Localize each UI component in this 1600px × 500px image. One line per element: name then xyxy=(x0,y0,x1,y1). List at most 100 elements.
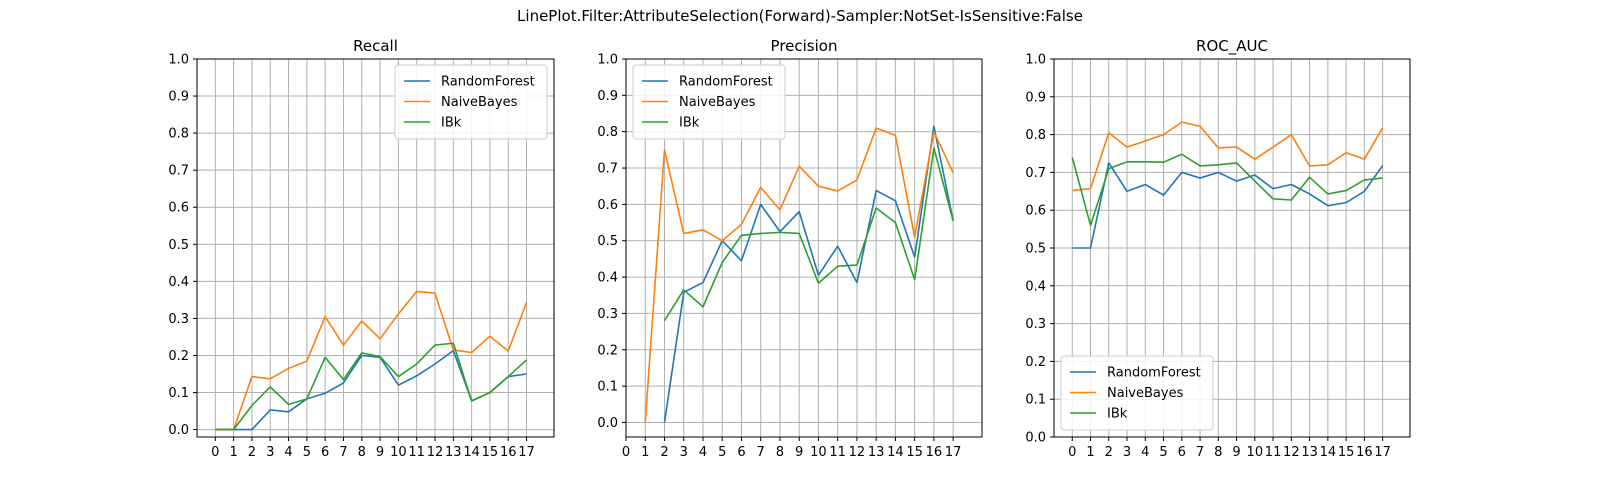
legend-label-naivebayes: NaiveBayes xyxy=(679,95,756,110)
x-tick-label: 13 xyxy=(1301,445,1318,460)
x-tick-label: 8 xyxy=(358,445,366,460)
x-tick-label: 3 xyxy=(680,445,688,460)
legend-box xyxy=(632,64,786,140)
y-tick-label: 0.1 xyxy=(168,386,189,401)
y-tick-label: 0.8 xyxy=(597,125,618,140)
x-tick-label: 7 xyxy=(339,445,347,460)
legend: RandomForest NaiveBayes IBk xyxy=(1060,355,1214,431)
x-tick-label: 3 xyxy=(266,445,274,460)
y-tick-label: 1.0 xyxy=(1025,53,1046,68)
y-tick-label: 0.7 xyxy=(168,164,189,179)
y-tick-label: 0.9 xyxy=(1025,90,1046,105)
legend-label-randomforest: RandomForest xyxy=(1107,366,1201,381)
x-tick-label: 17 xyxy=(518,445,535,460)
y-tick-label: 0.2 xyxy=(597,343,618,358)
x-tick-label: 0 xyxy=(622,445,630,460)
series-line-ibk xyxy=(1071,153,1383,227)
y-tick-label: 1.0 xyxy=(597,53,618,68)
series-line-ibk xyxy=(215,342,528,431)
x-tick-label: 7 xyxy=(1196,445,1204,460)
x-tick-label: 15 xyxy=(482,445,499,460)
x-tick-label: 16 xyxy=(1356,445,1373,460)
x-tick-label: 14 xyxy=(463,445,480,460)
x-tick-label: 8 xyxy=(1214,445,1222,460)
y-tick-label: 0.0 xyxy=(597,416,618,431)
legend-box xyxy=(394,64,548,140)
x-tick-label: 7 xyxy=(757,445,765,460)
y-tick-label: 0.5 xyxy=(168,238,189,253)
figure-suptitle: LinePlot.Filter:AttributeSelection(Forwa… xyxy=(517,7,1083,25)
y-tick-label: 0.0 xyxy=(1025,431,1046,446)
y-tick-label: 0.8 xyxy=(168,127,189,142)
y-tick-label: 0.7 xyxy=(597,162,618,177)
x-tick-label: 17 xyxy=(1374,445,1391,460)
y-tick-label: 0.1 xyxy=(1025,393,1046,408)
panel-title: ROC_AUC xyxy=(1196,37,1268,56)
x-tick-label: 14 xyxy=(887,445,904,460)
legend-label-ibk: IBk xyxy=(679,116,700,131)
y-tick-label: 0.5 xyxy=(597,234,618,249)
x-tick-label: 8 xyxy=(776,445,784,460)
x-tick-label: 1 xyxy=(229,445,237,460)
x-tick-label: 11 xyxy=(408,445,425,460)
y-tick-label: 0.8 xyxy=(1025,128,1046,143)
x-tick-label: 0 xyxy=(211,445,219,460)
x-tick-label: 12 xyxy=(849,445,866,460)
x-tick-label: 1 xyxy=(1086,445,1094,460)
x-tick-label: 16 xyxy=(500,445,517,460)
y-tick-label: 0.4 xyxy=(1025,279,1046,294)
x-tick-label: 5 xyxy=(1159,445,1167,460)
legend-box xyxy=(1060,355,1214,431)
x-tick-label: 15 xyxy=(1338,445,1355,460)
legend: RandomForest NaiveBayes IBk xyxy=(632,64,786,140)
y-tick-label: 0.9 xyxy=(597,89,618,104)
y-tick-label: 0.7 xyxy=(1025,166,1046,181)
y-tick-label: 0.6 xyxy=(597,198,618,213)
x-tick-label: 5 xyxy=(718,445,726,460)
x-tick-label: 9 xyxy=(376,445,384,460)
y-tick-label: 0.3 xyxy=(597,307,618,322)
series-line-ibk xyxy=(663,147,954,322)
x-tick-label: 5 xyxy=(303,445,311,460)
x-tick-label: 12 xyxy=(427,445,444,460)
legend: RandomForest NaiveBayes IBk xyxy=(394,64,548,140)
legend-label-ibk: IBk xyxy=(441,116,462,131)
x-tick-label: 2 xyxy=(660,445,668,460)
x-tick-label: 3 xyxy=(1123,445,1131,460)
y-tick-label: 0.1 xyxy=(597,380,618,395)
series-line-naivebayes xyxy=(215,290,528,431)
y-tick-label: 0.5 xyxy=(1025,242,1046,257)
x-tick-label: 13 xyxy=(445,445,462,460)
x-tick-label: 6 xyxy=(1178,445,1186,460)
legend-label-naivebayes: NaiveBayes xyxy=(441,95,518,110)
x-tick-label: 6 xyxy=(737,445,745,460)
series-line-randomforest xyxy=(215,349,527,431)
x-tick-label: 16 xyxy=(926,445,943,460)
y-tick-label: 0.4 xyxy=(168,275,189,290)
x-tick-label: 4 xyxy=(699,445,707,460)
panel-title: Recall xyxy=(353,37,398,55)
x-tick-label: 10 xyxy=(1247,445,1264,460)
x-tick-label: 14 xyxy=(1320,445,1337,460)
y-tick-label: 1.0 xyxy=(168,53,189,68)
legend-label-randomforest: RandomForest xyxy=(441,75,535,90)
y-tick-label: 0.4 xyxy=(597,271,618,286)
x-tick-label: 4 xyxy=(284,445,292,460)
x-tick-label: 2 xyxy=(1105,445,1113,460)
series-line-randomforest xyxy=(663,125,954,423)
series-line-naivebayes xyxy=(644,127,954,423)
x-tick-label: 0 xyxy=(1068,445,1076,460)
series-line-naivebayes xyxy=(1072,121,1384,192)
y-tick-label: 0.6 xyxy=(168,201,189,216)
y-tick-label: 0.0 xyxy=(168,423,189,438)
legend-label-randomforest: RandomForest xyxy=(679,75,773,90)
axes-frame xyxy=(196,58,555,438)
panel-title: Precision xyxy=(771,37,838,55)
y-tick-label: 0.6 xyxy=(1025,204,1046,219)
y-tick-label: 0.2 xyxy=(168,349,189,364)
x-tick-label: 11 xyxy=(829,445,846,460)
x-tick-label: 15 xyxy=(906,445,923,460)
